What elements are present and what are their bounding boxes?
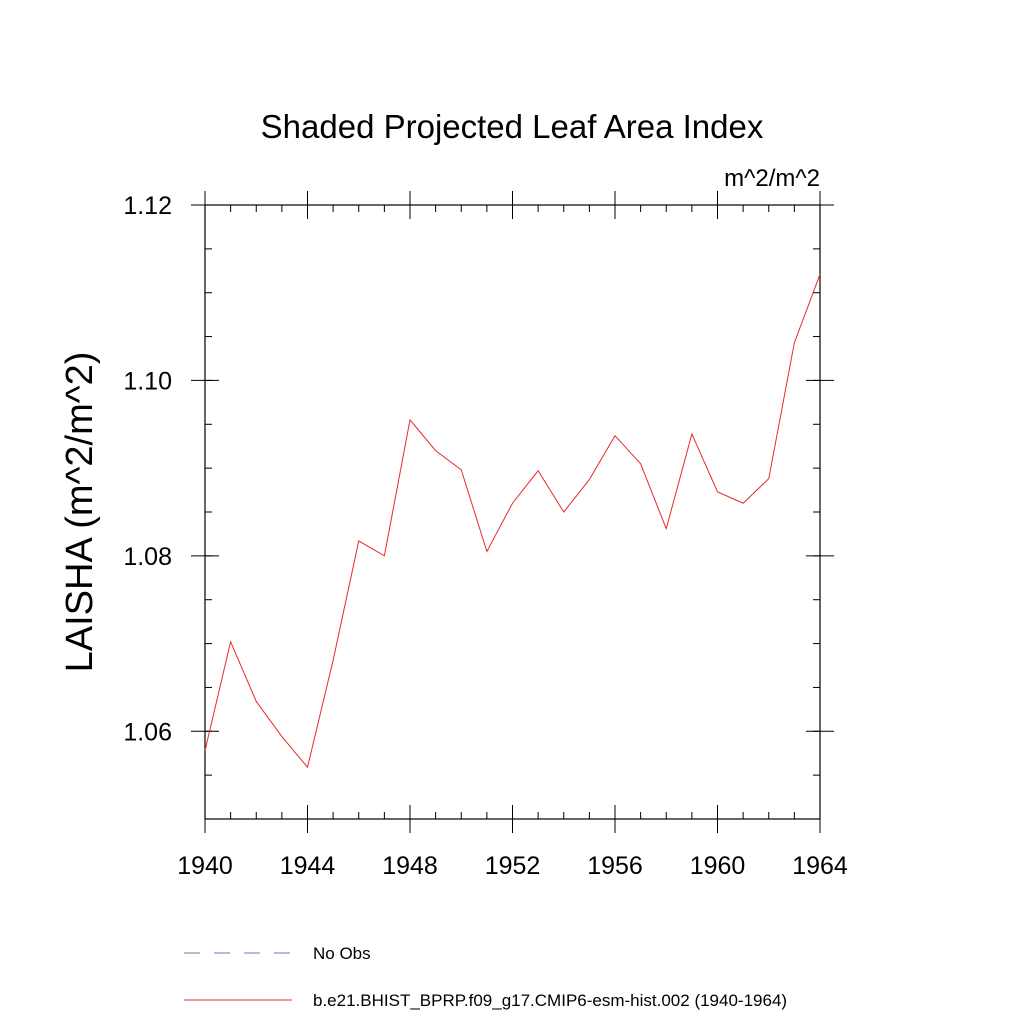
series-line-1 — [204, 274, 821, 769]
x-tick-label: 1956 — [587, 852, 643, 880]
legend-label-no-obs: No Obs — [313, 944, 371, 963]
y-tick-label: 1.10 — [123, 367, 172, 395]
legend: No Obs b.e21.BHIST_BPRP.f09_g17.CMIP6-es… — [184, 944, 787, 1010]
plot-frame — [204, 204, 821, 820]
x-tick-label: 1944 — [280, 852, 336, 880]
y-axis: 1.06 1.08 1.10 1.12 — [123, 192, 834, 820]
x-tick-label: 1940 — [177, 852, 233, 880]
units-label: m^2/m^2 — [724, 165, 820, 192]
y-tick-label: 1.08 — [123, 543, 172, 571]
x-tick-label: 1964 — [792, 852, 848, 880]
x-axis: 1940 1944 1948 1952 1956 1960 1964 — [177, 191, 848, 880]
x-tick-label: 1948 — [382, 852, 438, 880]
y-axis-label: LAISHA (m^2/m^2) — [59, 352, 101, 673]
x-tick-label: 1952 — [485, 852, 541, 880]
y-tick-label: 1.12 — [123, 192, 172, 220]
legend-label-model-run: b.e21.BHIST_BPRP.f09_g17.CMIP6-esm-hist.… — [313, 991, 787, 1010]
x-tick-label: 1960 — [690, 852, 746, 880]
series-layer — [204, 274, 821, 769]
chart-title: Shaded Projected Leaf Area Index — [261, 108, 764, 145]
y-tick-label: 1.06 — [123, 718, 172, 746]
